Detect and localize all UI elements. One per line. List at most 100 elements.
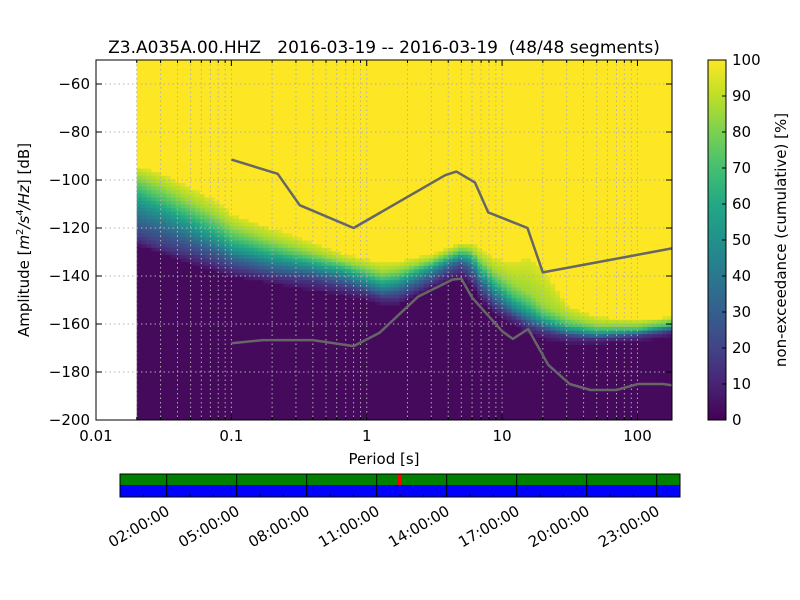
heatmap-cell xyxy=(326,160,332,165)
heatmap-cell xyxy=(307,153,313,158)
heatmap-cell xyxy=(170,146,177,151)
heatmap-cell xyxy=(219,344,225,349)
heatmap-cell xyxy=(331,409,337,414)
heatmap-cell xyxy=(282,240,289,245)
heatmap-cell xyxy=(200,261,206,266)
heatmap-cell xyxy=(190,355,196,360)
heatmap-cell xyxy=(321,358,328,363)
heatmap-cell xyxy=(297,168,303,173)
heatmap-cell xyxy=(341,258,347,263)
heatmap-cell xyxy=(345,272,352,277)
heatmap-cell xyxy=(229,218,235,223)
heatmap-cell xyxy=(248,333,255,338)
heatmap-cell xyxy=(185,78,191,83)
heatmap-cell xyxy=(141,214,148,219)
heatmap-cell xyxy=(229,160,235,165)
heatmap-cell xyxy=(190,394,196,399)
heatmap-cell xyxy=(360,146,367,151)
heatmap-cell xyxy=(151,308,157,313)
heatmap-cell xyxy=(360,124,367,129)
heatmap-cell xyxy=(161,157,167,162)
heatmap-cell xyxy=(161,398,167,403)
heatmap-cell xyxy=(141,70,148,75)
heatmap-cell xyxy=(195,60,201,65)
heatmap-cell xyxy=(238,258,245,263)
heatmap-cell xyxy=(214,366,221,371)
heatmap-cell xyxy=(331,330,337,335)
heatmap-cell xyxy=(277,261,284,266)
heatmap-cell xyxy=(336,409,342,414)
heatmap-cell xyxy=(238,103,245,108)
heatmap-cell xyxy=(136,268,143,273)
heatmap-cell xyxy=(161,387,167,392)
heatmap-cell xyxy=(161,330,167,335)
heatmap-cell xyxy=(297,351,303,356)
heatmap-cell xyxy=(375,103,381,108)
heatmap-cell xyxy=(238,304,245,309)
heatmap-cell xyxy=(146,405,152,410)
heatmap-cell xyxy=(161,276,167,281)
heatmap-cell xyxy=(277,193,284,198)
heatmap-cell xyxy=(224,268,230,273)
heatmap-cell xyxy=(136,283,143,288)
heatmap-cell xyxy=(287,229,294,234)
heatmap-cell xyxy=(170,74,177,79)
heatmap-cell xyxy=(297,301,303,306)
heatmap-cell xyxy=(375,376,381,381)
heatmap-cell xyxy=(302,294,308,299)
heatmap-cell xyxy=(268,204,274,209)
heatmap-cell xyxy=(316,218,323,223)
heatmap-cell xyxy=(214,196,221,201)
heatmap-cell xyxy=(331,160,337,165)
heatmap-cell xyxy=(156,67,162,72)
heatmap-cell xyxy=(156,402,162,407)
heatmap-cell xyxy=(234,189,240,194)
heatmap-cell xyxy=(238,168,245,173)
heatmap-cell xyxy=(355,232,362,237)
heatmap-cell xyxy=(341,214,347,219)
heatmap-cell xyxy=(248,193,255,198)
heatmap-cell xyxy=(355,394,362,399)
heatmap-cell xyxy=(365,225,371,230)
heatmap-cell xyxy=(297,283,303,288)
heatmap-cell xyxy=(190,92,196,97)
heatmap-cell xyxy=(272,211,279,216)
heatmap-cell xyxy=(341,340,347,345)
heatmap-cell xyxy=(200,366,206,371)
heatmap-cell xyxy=(263,394,269,399)
heatmap-cell xyxy=(282,121,289,126)
heatmap-cell xyxy=(224,132,230,137)
heatmap-cell xyxy=(200,160,206,165)
heatmap-cell xyxy=(370,247,376,252)
heatmap-cell xyxy=(311,304,318,309)
heatmap-cell xyxy=(224,106,230,111)
heatmap-cell xyxy=(180,355,187,360)
heatmap-cell xyxy=(229,132,235,137)
heatmap-cell xyxy=(258,218,264,223)
heatmap-cell xyxy=(248,189,255,194)
heatmap-cell xyxy=(311,258,318,263)
heatmap-cell xyxy=(185,200,191,205)
heatmap-cell xyxy=(355,258,362,263)
heatmap-cell xyxy=(234,211,240,216)
heatmap-cell xyxy=(331,128,337,133)
heatmap-cell xyxy=(331,376,337,381)
heatmap-cell xyxy=(263,294,269,299)
heatmap-cell xyxy=(165,394,172,399)
heatmap-cell xyxy=(165,315,172,320)
heatmap-cell xyxy=(253,330,259,335)
heatmap-cell xyxy=(219,247,225,252)
heatmap-cell xyxy=(287,88,294,93)
heatmap-cell xyxy=(156,110,162,115)
heatmap-cell xyxy=(321,182,328,187)
heatmap-cell xyxy=(248,99,255,104)
heatmap-cell xyxy=(224,294,230,299)
heatmap-cell xyxy=(292,218,298,223)
heatmap-cell xyxy=(336,168,342,173)
heatmap-cell xyxy=(365,150,371,155)
heatmap-cell xyxy=(204,63,211,68)
heatmap-cell xyxy=(321,405,328,410)
heatmap-cell xyxy=(238,268,245,273)
heatmap-cell xyxy=(195,240,201,245)
heatmap-cell xyxy=(360,70,367,75)
